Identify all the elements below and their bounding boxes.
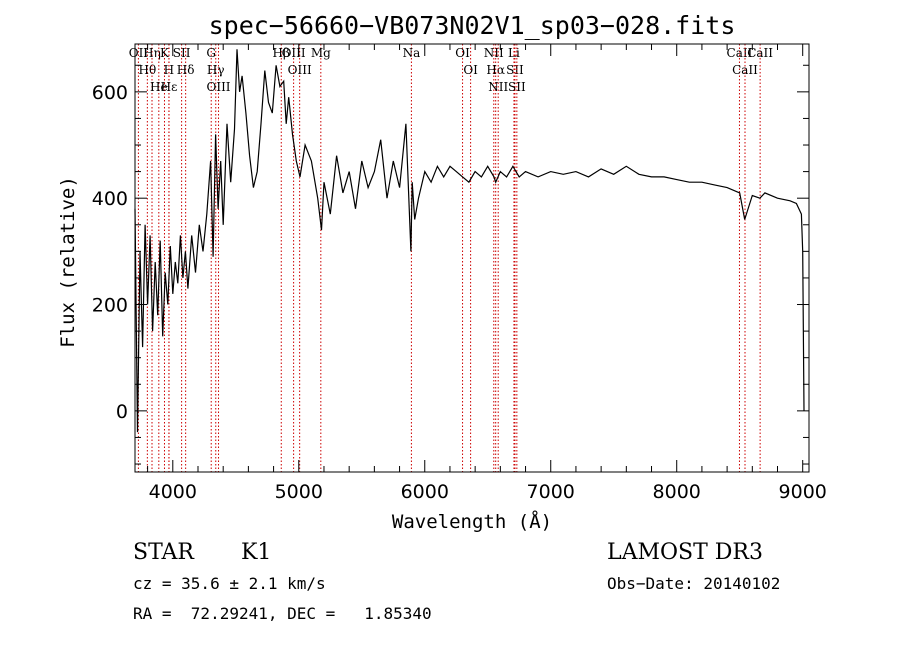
line-marker-label: He [150,80,168,94]
spectrum-group [134,49,805,433]
line-marker-label: OIII [206,80,230,94]
line-marker-label: CaII [747,46,773,60]
line-marker-label: Hβ [273,46,290,60]
line-marker-label: K [160,46,170,60]
line-marker-label: Hγ [207,63,225,77]
tick-labels: 4000 5000 6000 7000 8000 9000 0 200 400 600 [92,82,827,503]
x-tick-label: 8000 [653,481,701,503]
line-marker-label: OIII [288,63,312,77]
y-tick-label: 0 [116,401,128,423]
line-marker-label: SII [506,63,524,77]
line-marker-label: NII [484,46,504,60]
line-marker-label: CaII [727,46,753,60]
line-marker-label: OI [455,46,470,60]
coordinates: RA = 72.29241, DEC = 1.85340 [133,604,432,623]
x-tick-label: 5000 [275,481,323,503]
y-tick-label: 200 [92,295,128,317]
y-axis-label: Flux (relative) [57,176,79,348]
line-marker-label: CaII [732,63,758,77]
line-marker-label: OI [463,63,478,77]
plot-frame [134,43,810,473]
line-marker-label: Hθ [138,63,156,77]
redshift-readout: cz = 35.6 ± 2.1 km/s [133,574,326,593]
object-class: STAR [133,540,194,565]
chart-title: spec−56660−VB073N02V1_sp03−028.fits [209,11,736,40]
line-marker-label: OIII [282,46,306,60]
y-tick-label: 600 [92,82,128,104]
line-marker-label: Na [403,46,421,60]
line-marker-label: Hα [486,63,505,77]
x-axis-label: Wavelength (Å) [392,510,552,533]
line-marker-label: G [206,46,216,60]
line-marker-label: Hδ [177,63,195,77]
line-marker-label: SII [508,80,526,94]
obs-date: Obs−Date: 20140102 [607,574,781,593]
x-tick-label: 7000 [527,481,575,503]
line-marker-label: Hη [143,46,161,60]
axis-ticks [135,44,809,472]
line-marker-label: Mg [311,46,331,60]
x-tick-label: 9000 [779,481,827,503]
spectrum-line [134,49,805,433]
line-marker-label: Li [508,46,520,60]
x-tick-label: 6000 [401,481,449,503]
line-marker-label: Hε [161,80,178,94]
line-marker-label: NII [488,80,508,94]
survey-name: LAMOST DR3 [607,540,763,565]
object-subclass: K1 [241,540,272,565]
line-marker-label: OII [129,46,149,60]
x-tick-label: 4000 [149,481,197,503]
y-tick-label: 400 [92,188,128,210]
line-marker-label: SII [173,46,191,60]
